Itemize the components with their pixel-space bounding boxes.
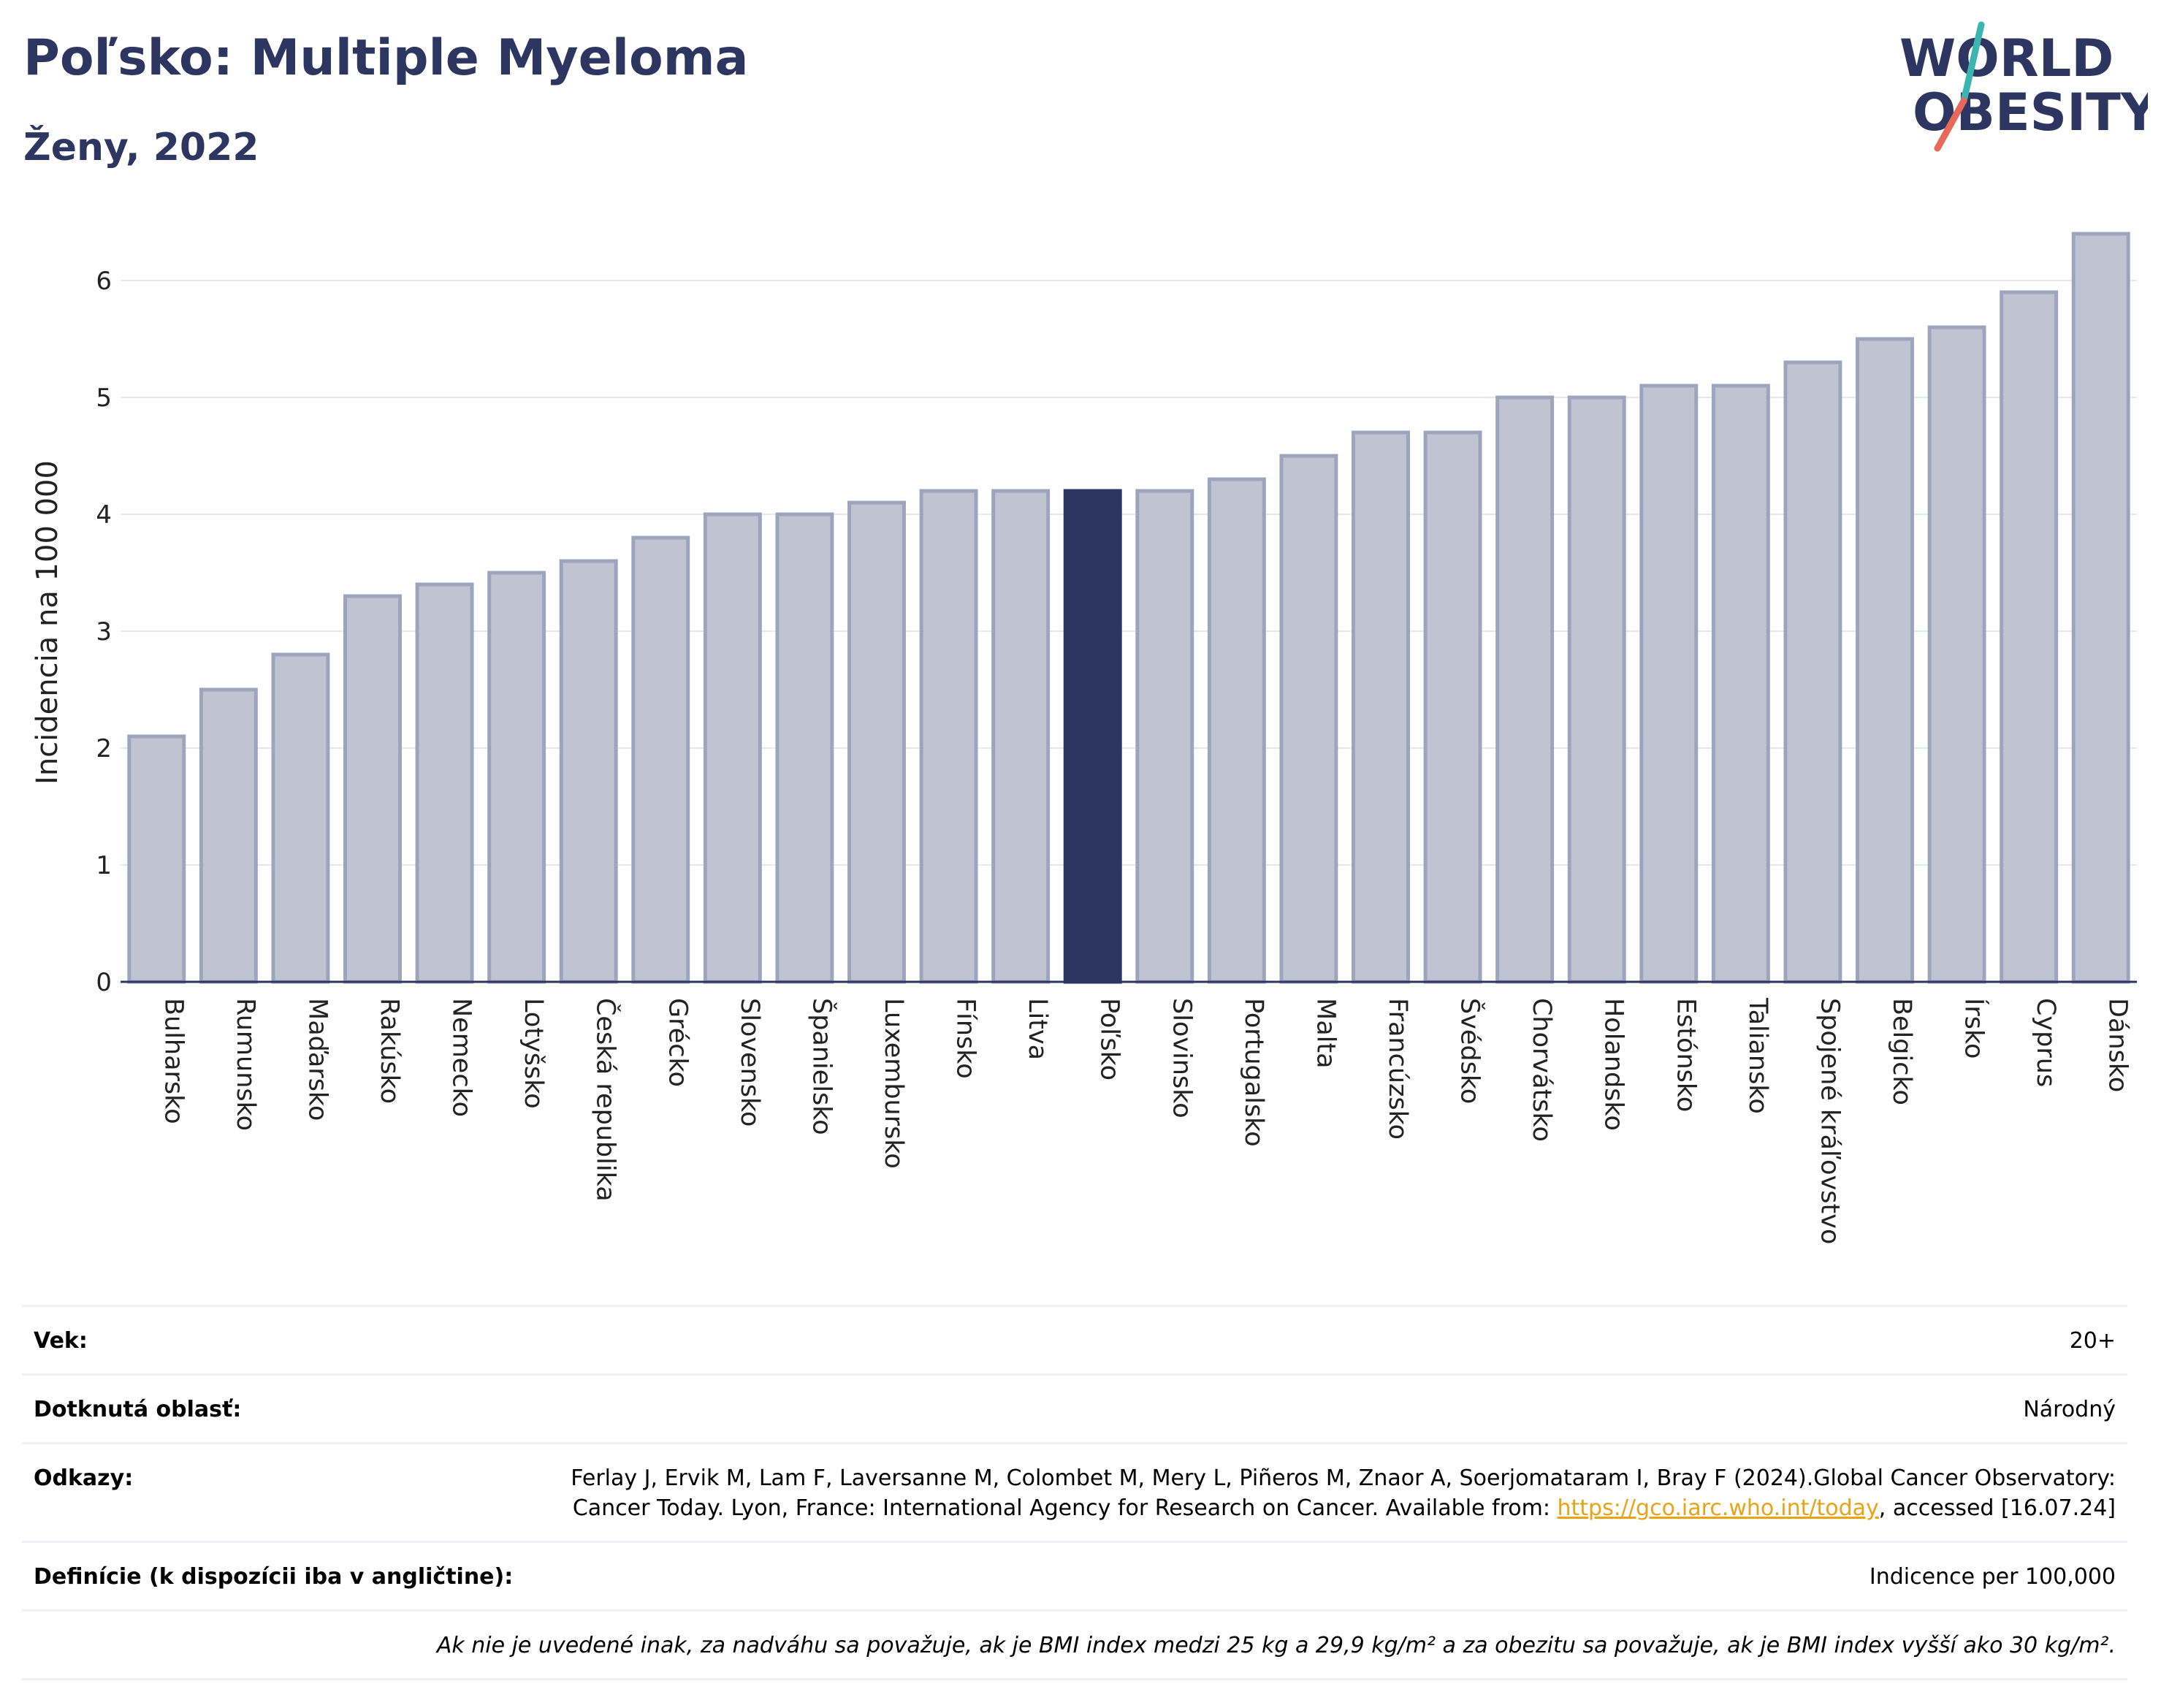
x-tick-label: Rumunsko xyxy=(231,998,260,1131)
y-axis-label: Incidencia na 100 000 xyxy=(31,460,64,785)
bar xyxy=(1711,384,1770,984)
y-tick-label: 5 xyxy=(96,384,112,413)
y-tick-label: 4 xyxy=(96,500,112,530)
bar xyxy=(919,489,978,984)
y-tick-label: 6 xyxy=(96,267,112,296)
bar xyxy=(991,489,1051,984)
bar xyxy=(487,571,546,984)
bar xyxy=(1063,489,1122,984)
references-label: Odkazy: xyxy=(34,1465,134,1491)
info-row-area: Dotknutá oblasť: Národný xyxy=(22,1376,2127,1444)
bar xyxy=(1207,477,1266,984)
definitions-value: Indicence per 100,000 xyxy=(1869,1564,2116,1590)
bar xyxy=(199,687,258,984)
info-row-age: Vek: 20+ xyxy=(22,1307,2127,1376)
bar xyxy=(127,734,186,984)
x-tick-label: Nemecko xyxy=(447,998,476,1117)
references-value: Ferlay J, Ervik M, Lam F, Laversanne M, … xyxy=(545,1463,2116,1523)
bar xyxy=(703,512,762,984)
bar xyxy=(1783,360,1842,984)
bar xyxy=(631,535,690,984)
age-label: Vek: xyxy=(34,1328,88,1354)
references-tail: , accessed [16.07.24] xyxy=(1878,1495,2116,1521)
info-row-definitions: Definície (k dispozícii iba v angličtine… xyxy=(22,1543,2127,1612)
bar xyxy=(1639,384,1699,984)
x-tick-label: Lotyšsko xyxy=(519,998,548,1109)
x-tick-label: Francúzsko xyxy=(1383,998,1412,1140)
bar xyxy=(1856,337,1914,984)
x-tick-label: Luxembursko xyxy=(879,998,908,1169)
x-tick-label: Malta xyxy=(1311,998,1340,1069)
bar xyxy=(2071,232,2130,984)
x-tick-label: Fínsko xyxy=(951,998,980,1079)
bar xyxy=(1352,430,1410,984)
chart-title: Poľsko: Multiple Myeloma xyxy=(23,29,749,87)
logo-slash-top xyxy=(1960,21,1985,104)
bar xyxy=(1495,395,1555,984)
x-tick-label: Chorvátsko xyxy=(1527,998,1556,1142)
x-tick-label: Maďarsko xyxy=(302,998,332,1121)
x-tick-label: Česká republika xyxy=(591,998,622,1202)
bmi-note: Ak nie je uvedené inak, za nadváhu sa po… xyxy=(436,1633,2116,1658)
references-text: Ferlay J, Ervik M, Lam F, Laversanne M, … xyxy=(571,1465,2116,1521)
x-tick-label: Španielsko xyxy=(807,998,837,1135)
x-tick-label: Spojené kráľovstvo xyxy=(1815,998,1844,1244)
age-value: 20+ xyxy=(2069,1328,2116,1354)
logo-line-2: OBESITY xyxy=(1913,83,2148,142)
x-tick-label: Holandsko xyxy=(1599,998,1628,1131)
area-value: Národný xyxy=(2023,1397,2116,1422)
x-tick-label: Švédsko xyxy=(1455,998,1486,1104)
x-tick-label: Írsko xyxy=(1959,998,1990,1059)
bar xyxy=(775,512,834,984)
bar xyxy=(1135,489,1194,984)
bar xyxy=(1567,395,1626,984)
logo-line-1: WORLD xyxy=(1899,28,2114,88)
logo-slash-bottom xyxy=(1934,97,1967,152)
x-tick-label: Litva xyxy=(1023,998,1052,1060)
x-axis-ticks: Bulharsko Rumunsko Maďarsko Rakúsko Nemecko L… xyxy=(159,997,2132,1244)
bar xyxy=(271,652,330,984)
x-tick-label: Portugalsko xyxy=(1239,998,1268,1147)
bar xyxy=(847,500,906,984)
bar xyxy=(1423,430,1482,984)
bar xyxy=(415,582,474,984)
definitions-label: Definície (k dispozícii iba v angličtine… xyxy=(34,1564,514,1590)
x-tick-label: Estónsko xyxy=(1671,998,1700,1112)
info-table: Vek: 20+ Dotknutá oblasť: Národný Odkazy… xyxy=(22,1305,2127,1680)
y-tick-label: 2 xyxy=(96,734,112,763)
chart-subtitle: Ženy, 2022 xyxy=(23,126,259,169)
world-obesity-logo: WORLD OBESITY xyxy=(1899,21,2148,152)
x-tick-label: Bulharsko xyxy=(159,998,188,1124)
bar-chart: 0 1 2 3 4 5 6 Bulharsko Rumunsko Maďarsko Rakúsko… xyxy=(31,232,2137,1244)
references-link[interactable]: https://gco.iarc.who.int/today xyxy=(1557,1495,1879,1521)
x-tick-label: Rakúsko xyxy=(375,998,404,1104)
area-label: Dotknutá oblasť: xyxy=(34,1397,242,1422)
x-tick-label: Belgicko xyxy=(1887,998,1916,1105)
y-tick-label: 0 xyxy=(96,968,112,997)
bar xyxy=(1927,325,1986,984)
x-tick-label: Taliansko xyxy=(1743,997,1772,1114)
x-tick-label: Poľsko xyxy=(1095,998,1124,1080)
y-tick-label: 1 xyxy=(96,851,112,880)
y-axis-ticks: 0 1 2 3 4 5 6 xyxy=(96,267,112,997)
y-tick-label: 3 xyxy=(96,617,112,647)
bar xyxy=(1279,454,1338,984)
bar xyxy=(343,594,402,984)
bar xyxy=(2000,290,2059,984)
info-row-note: Ak nie je uvedené inak, za nadváhu sa po… xyxy=(22,1612,2127,1680)
x-tick-label: Slovensko xyxy=(735,998,764,1126)
bar xyxy=(559,559,618,984)
info-row-references: Odkazy: Ferlay J, Ervik M, Lam F, Lavers… xyxy=(22,1444,2127,1543)
x-tick-label: Cyprus xyxy=(2031,998,2060,1087)
x-tick-label: Grécko xyxy=(663,998,692,1087)
x-tick-label: Slovinsko xyxy=(1167,998,1196,1118)
x-tick-label: Dánsko xyxy=(2103,998,2133,1092)
bars xyxy=(127,232,2130,984)
